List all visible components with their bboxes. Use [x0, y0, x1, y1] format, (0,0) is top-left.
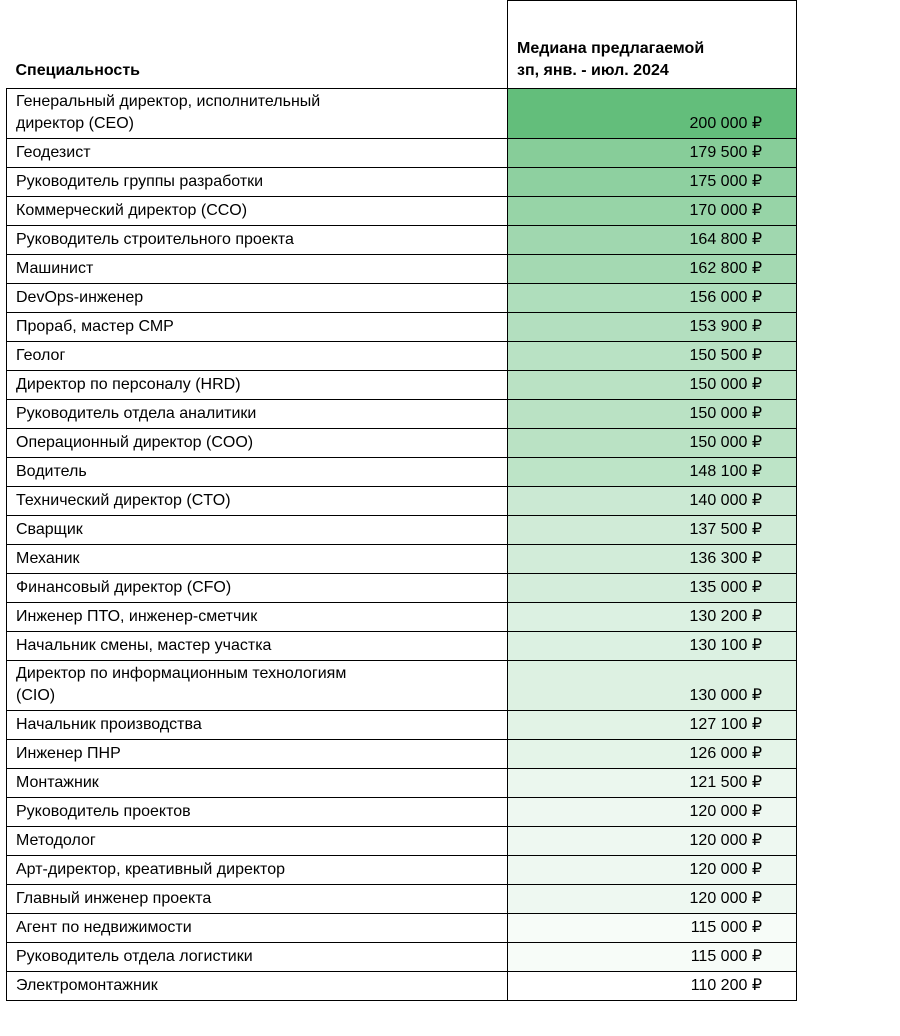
value-cell: 179 500 ₽ — [507, 138, 797, 168]
specialty-cell: Водитель — [6, 457, 508, 487]
value-cell: 126 000 ₽ — [507, 739, 797, 769]
specialty-cell: Монтажник — [6, 768, 508, 798]
table-row: Директор по информационным технологиям (… — [6, 660, 797, 711]
salary-table: Специальность Медиана предлагаемой зп, я… — [6, 0, 797, 1001]
value-cell: 140 000 ₽ — [507, 486, 797, 516]
specialty-cell: DevOps-инженер — [6, 283, 508, 313]
value-cell: 130 200 ₽ — [507, 602, 797, 632]
specialty-cell: Геолог — [6, 341, 508, 371]
specialty-cell: Операционный директор (COO) — [6, 428, 508, 458]
table-row: Операционный директор (COO) 150 000 ₽ — [6, 428, 797, 458]
value-cell: 120 000 ₽ — [507, 797, 797, 827]
specialty-cell: Руководитель строительного проекта — [6, 225, 508, 255]
specialty-cell: Директор по персоналу (HRD) — [6, 370, 508, 400]
table-row: Инженер ПТО, инженер-сметчик 130 200 ₽ — [6, 602, 797, 632]
value-cell: 130 100 ₽ — [507, 631, 797, 661]
specialty-cell: Инженер ПНР — [6, 739, 508, 769]
table-row: Главный инженер проекта 120 000 ₽ — [6, 884, 797, 914]
table-row: Геодезист 179 500 ₽ — [6, 138, 797, 168]
table-row: Руководитель группы разработки 175 000 ₽ — [6, 167, 797, 197]
specialty-cell: Механик — [6, 544, 508, 574]
table-row: Финансовый директор (CFO) 135 000 ₽ — [6, 573, 797, 603]
specialty-cell: Электромонтажник — [6, 971, 508, 1001]
table-row: Агент по недвижимости 115 000 ₽ — [6, 913, 797, 943]
value-cell: 156 000 ₽ — [507, 283, 797, 313]
specialty-cell: Руководитель отдела аналитики — [6, 399, 508, 429]
table-row: Арт-директор, креативный директор 120 00… — [6, 855, 797, 885]
specialty-cell: Сварщик — [6, 515, 508, 545]
value-cell: 135 000 ₽ — [507, 573, 797, 603]
value-cell: 162 800 ₽ — [507, 254, 797, 284]
specialty-column-header: Специальность — [6, 0, 508, 89]
table-row: Инженер ПНР 126 000 ₽ — [6, 739, 797, 769]
median-column-header: Медиана предлагаемой зп, янв. - июл. 202… — [507, 0, 797, 89]
specialty-cell: Генеральный директор, исполнительный дир… — [6, 88, 508, 139]
value-cell: 121 500 ₽ — [507, 768, 797, 798]
median-header-line2: зп, янв. - июл. 2024 — [517, 62, 669, 79]
specialty-cell: Начальник производства — [6, 710, 508, 740]
value-cell: 137 500 ₽ — [507, 515, 797, 545]
table-row: Руководитель отдела аналитики 150 000 ₽ — [6, 399, 797, 429]
table-row: Сварщик 137 500 ₽ — [6, 515, 797, 545]
table-row: Механик 136 300 ₽ — [6, 544, 797, 574]
value-cell: 127 100 ₽ — [507, 710, 797, 740]
value-cell: 115 000 ₽ — [507, 942, 797, 972]
table-row: Руководитель отдела логистики 115 000 ₽ — [6, 942, 797, 972]
value-cell: 150 500 ₽ — [507, 341, 797, 371]
table-row: DevOps-инженер 156 000 ₽ — [6, 283, 797, 313]
value-cell: 164 800 ₽ — [507, 225, 797, 255]
specialty-cell: Директор по информационным технологиям (… — [6, 660, 508, 711]
table-row: Монтажник 121 500 ₽ — [6, 768, 797, 798]
value-cell: 110 200 ₽ — [507, 971, 797, 1001]
value-cell: 150 000 ₽ — [507, 428, 797, 458]
specialty-cell: Начальник смены, мастер участка — [6, 631, 508, 661]
value-cell: 120 000 ₽ — [507, 855, 797, 885]
specialty-cell: Арт-директор, креативный директор — [6, 855, 508, 885]
value-cell: 120 000 ₽ — [507, 884, 797, 914]
table-row: Технический директор (CTO) 140 000 ₽ — [6, 486, 797, 516]
table-row: Начальник производства 127 100 ₽ — [6, 710, 797, 740]
table-row: Коммерческий директор (CCO) 170 000 ₽ — [6, 196, 797, 226]
specialty-cell: Машинист — [6, 254, 508, 284]
salary-table-page: Специальность Медиана предлагаемой зп, я… — [6, 0, 797, 1001]
specialty-cell: Главный инженер проекта — [6, 884, 508, 914]
value-cell: 148 100 ₽ — [507, 457, 797, 487]
table-row: Методолог 120 000 ₽ — [6, 826, 797, 856]
specialty-cell: Инженер ПТО, инженер-сметчик — [6, 602, 508, 632]
value-cell: 153 900 ₽ — [507, 312, 797, 342]
specialty-cell: Финансовый директор (CFO) — [6, 573, 508, 603]
value-cell: 130 000 ₽ — [507, 660, 797, 711]
specialty-cell: Прораб, мастер СМР — [6, 312, 508, 342]
table-row: Прораб, мастер СМР 153 900 ₽ — [6, 312, 797, 342]
value-cell: 115 000 ₽ — [507, 913, 797, 943]
header-row: Специальность Медиана предлагаемой зп, я… — [6, 0, 797, 89]
value-cell: 170 000 ₽ — [507, 196, 797, 226]
table-row: Геолог 150 500 ₽ — [6, 341, 797, 371]
value-cell: 175 000 ₽ — [507, 167, 797, 197]
specialty-cell: Геодезист — [6, 138, 508, 168]
median-header-line1: Медиана предлагаемой — [517, 40, 705, 57]
value-cell: 150 000 ₽ — [507, 399, 797, 429]
specialty-cell: Технический директор (CTO) — [6, 486, 508, 516]
table-row: Генеральный директор, исполнительный дир… — [6, 88, 797, 139]
value-cell: 150 000 ₽ — [507, 370, 797, 400]
table-row: Начальник смены, мастер участка 130 100 … — [6, 631, 797, 661]
value-cell: 200 000 ₽ — [507, 88, 797, 139]
specialty-cell: Руководитель отдела логистики — [6, 942, 508, 972]
table-row: Директор по персоналу (HRD) 150 000 ₽ — [6, 370, 797, 400]
table-row: Машинист 162 800 ₽ — [6, 254, 797, 284]
specialty-cell: Руководитель группы разработки — [6, 167, 508, 197]
specialty-cell: Руководитель проектов — [6, 797, 508, 827]
value-cell: 136 300 ₽ — [507, 544, 797, 574]
value-cell: 120 000 ₽ — [507, 826, 797, 856]
table-row: Электромонтажник 110 200 ₽ — [6, 971, 797, 1001]
table-row: Водитель 148 100 ₽ — [6, 457, 797, 487]
table-row: Руководитель проектов 120 000 ₽ — [6, 797, 797, 827]
specialty-cell: Методолог — [6, 826, 508, 856]
table-row: Руководитель строительного проекта 164 8… — [6, 225, 797, 255]
salary-table-body: Генеральный директор, исполнительный дир… — [6, 88, 797, 1001]
specialty-cell: Коммерческий директор (CCO) — [6, 196, 508, 226]
specialty-cell: Агент по недвижимости — [6, 913, 508, 943]
